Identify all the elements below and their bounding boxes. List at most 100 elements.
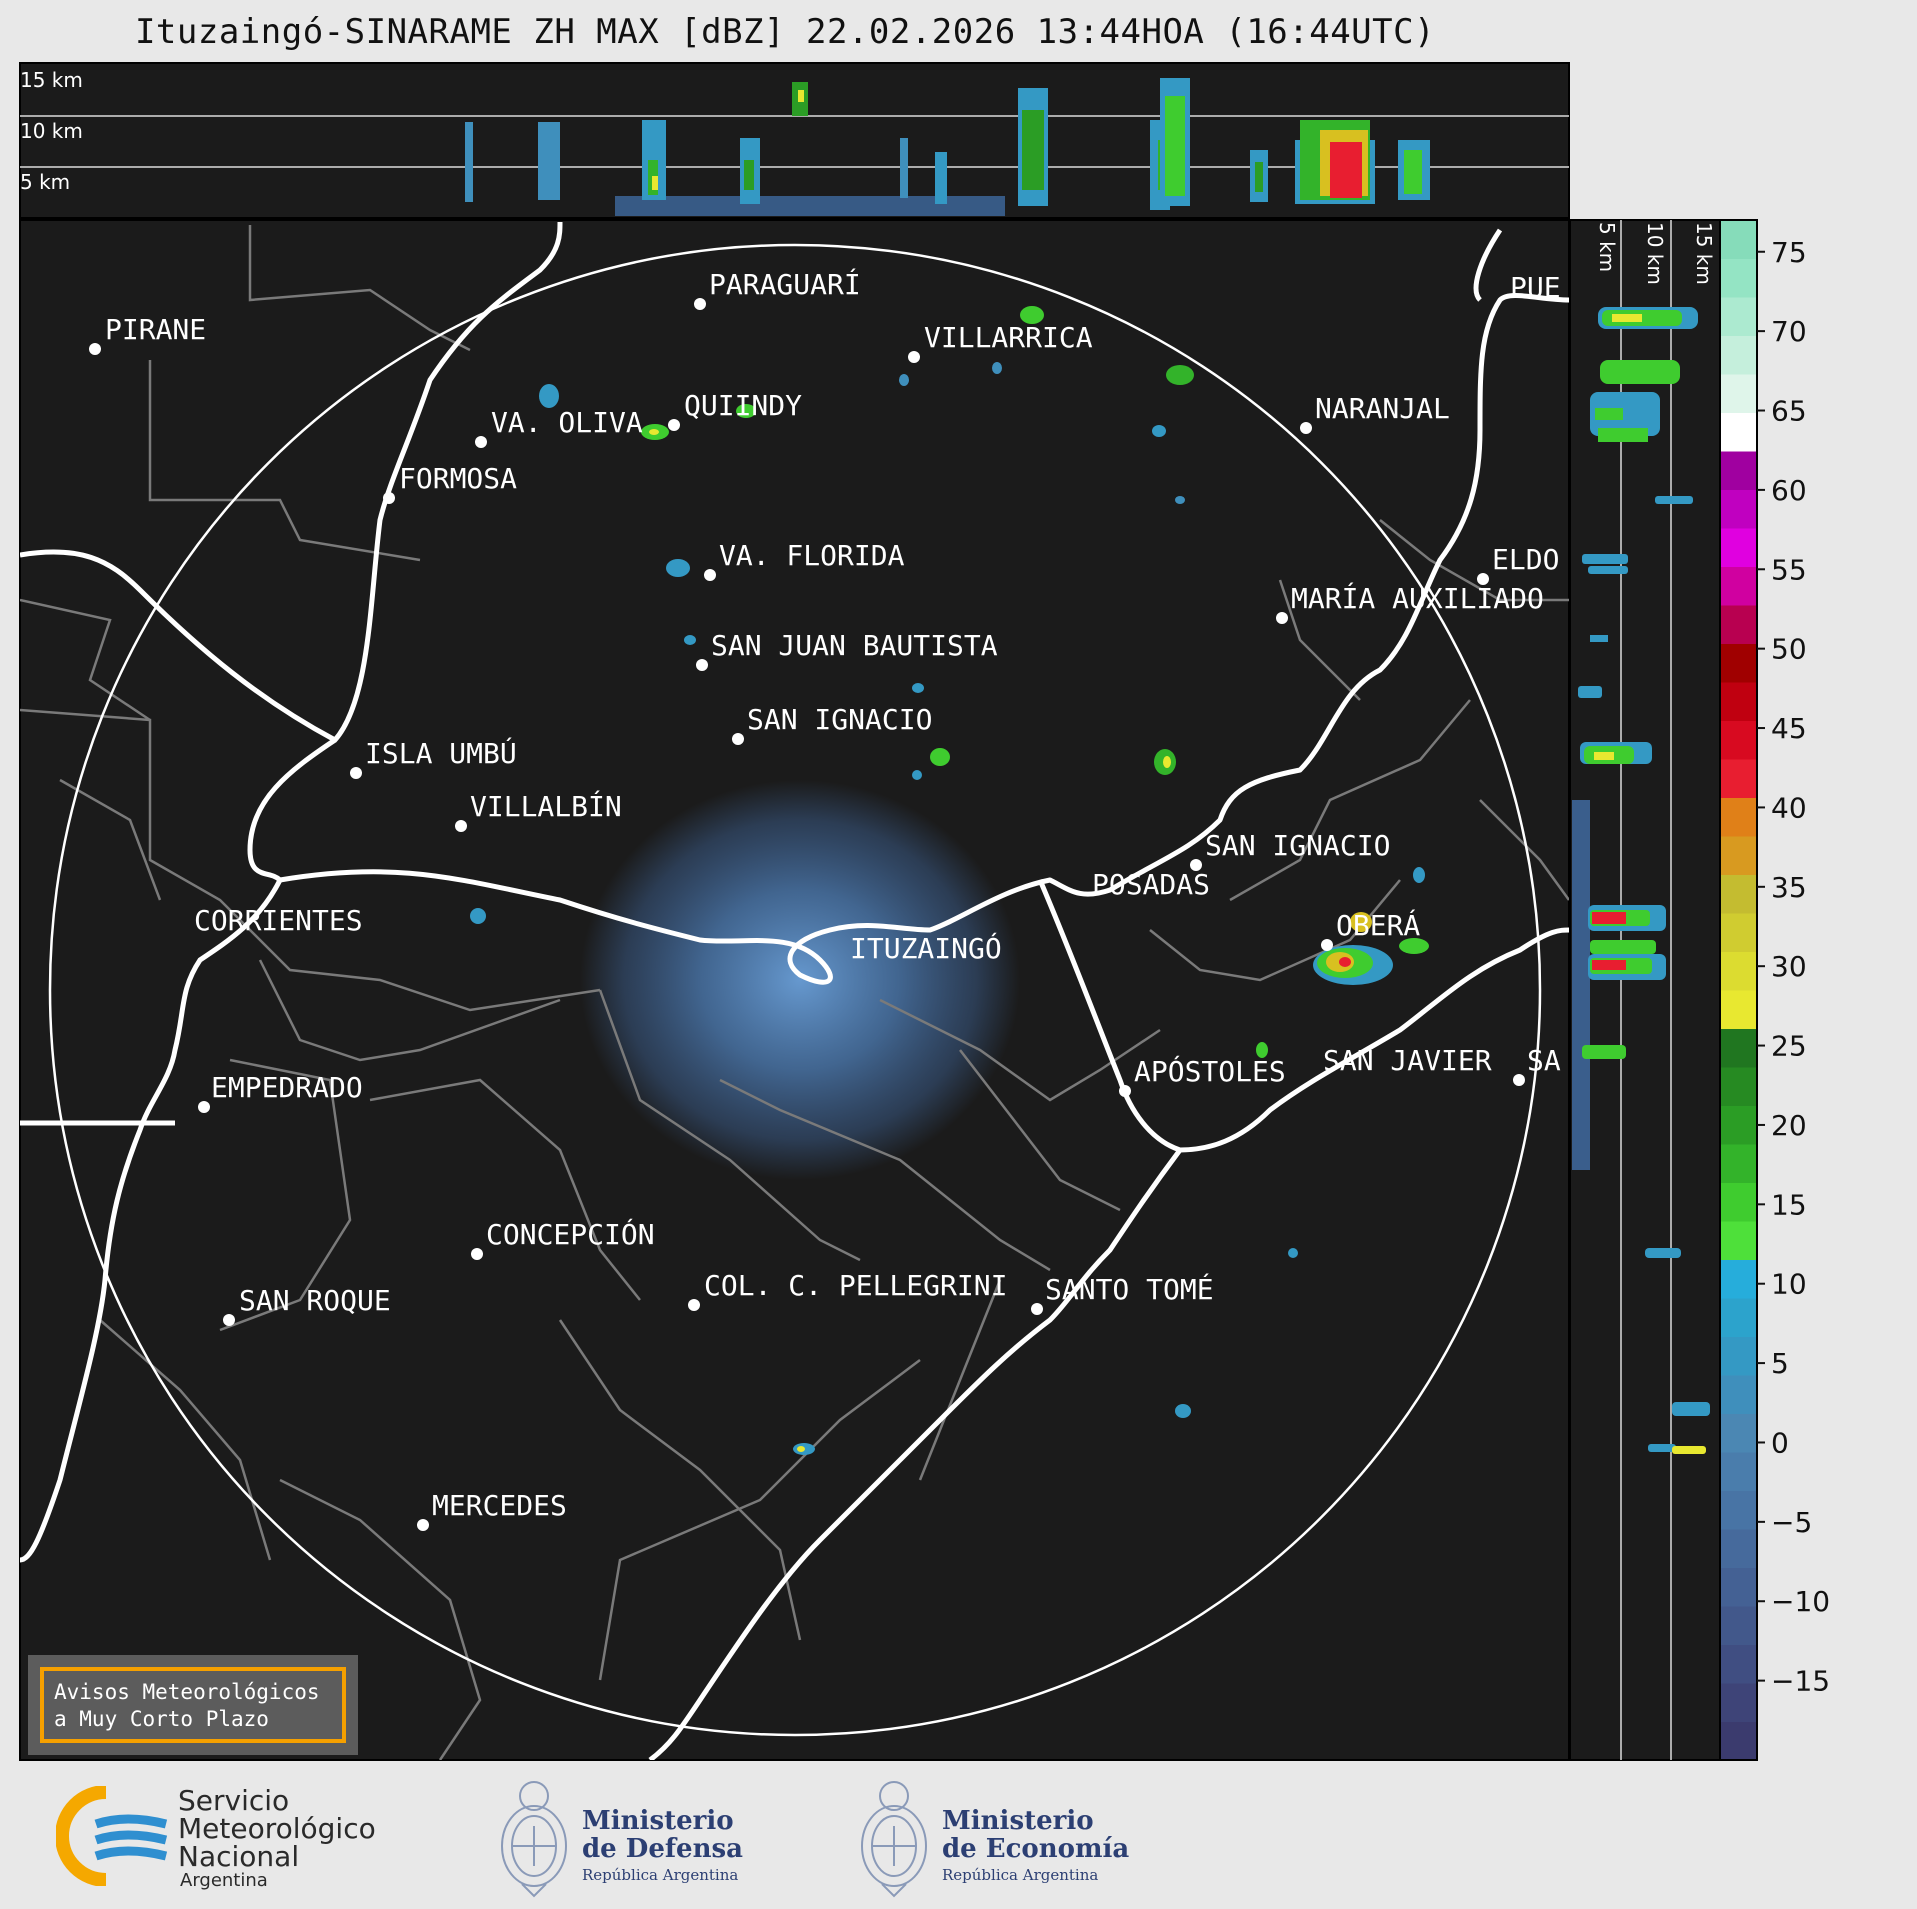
city-posadas[interactable]: POSADAS <box>1092 868 1210 901</box>
city-isla-umbu[interactable]: ISLA UMBÚ <box>350 736 517 779</box>
city-ituzaingo[interactable]: ITUZAINGÓ <box>850 931 1002 965</box>
city-col-c-pellegrini[interactable]: COL. C. PELLEGRINI <box>688 1269 1007 1311</box>
city-concepcion[interactable]: CONCEPCIÓN <box>471 1217 655 1260</box>
colorbar-segment <box>1720 1144 1757 1183</box>
alert-line-1: Avisos Meteorológicos <box>54 1680 320 1704</box>
defensa-line1: Ministerio <box>582 1806 734 1836</box>
city-label-quiindy: QUIINDY <box>684 389 802 422</box>
city-naranjal[interactable]: NARANJAL <box>1300 392 1450 434</box>
alt-label-5km-side: 5 km <box>1595 222 1619 272</box>
city-formosa[interactable]: FORMOSA <box>383 462 517 504</box>
smn-logo-icon <box>56 1786 176 1886</box>
colorbar-segment <box>1720 1259 1757 1299</box>
city-quiindy[interactable]: QUIINDY <box>668 389 802 431</box>
city-label-corrientes: CORRIENTES <box>194 904 363 937</box>
city-pirane[interactable]: PIRANE <box>89 313 206 355</box>
colorbar-segment <box>1720 1452 1757 1491</box>
city-label-san-javier: SAN JAVIER <box>1323 1044 1492 1077</box>
colorbar-segment <box>1720 682 1757 721</box>
colorbar-segment <box>1720 1375 1757 1414</box>
city-label-mercedes: MERCEDES <box>432 1489 567 1522</box>
city-va-oliva[interactable]: VA. OLIVA <box>475 406 643 448</box>
top-panel-echoes <box>465 78 1430 216</box>
colorbar-segment <box>1720 335 1757 375</box>
city-label-col-c-pellegrini: COL. C. PELLEGRINI <box>704 1269 1007 1302</box>
colorbar-segment <box>1720 1490 1757 1530</box>
smn-logo-line3: Nacional <box>178 1840 300 1873</box>
city-villalbin[interactable]: VILLALBÍN <box>455 789 622 832</box>
colorbar-segment <box>1720 1644 1757 1684</box>
colorbar-segment <box>1720 1683 1757 1722</box>
city-santo-tome[interactable]: SANTO TOMÉ <box>1031 1272 1214 1315</box>
city-maria-auxiliadora[interactable]: MARÍA AUXILIADO <box>1276 581 1544 624</box>
colorbar-segment <box>1720 1336 1757 1376</box>
colorbar-tick-label: 20 <box>1771 1109 1807 1142</box>
colorbar-tick-label: 45 <box>1771 712 1807 745</box>
city-mercedes[interactable]: MERCEDES <box>417 1489 567 1531</box>
range-ring <box>48 243 1542 1737</box>
alert-box[interactable]: Avisos Meteorológicos a Muy Corto Plazo <box>28 1655 358 1755</box>
map-title: Ituzaingó-SINARAME ZH MAX [dBZ] 22.02.20… <box>134 12 1436 52</box>
city-apostoles[interactable]: APÓSTOLES <box>1119 1054 1286 1097</box>
city-label-san-ignacio-ar: SAN IGNACIO <box>1205 829 1390 862</box>
colorbar-segment <box>1720 1529 1757 1568</box>
side-panel-echoes <box>1572 307 1710 1454</box>
city-san-ignacio-ar[interactable]: SAN IGNACIO <box>1190 829 1390 871</box>
colorbar-segment <box>1720 258 1757 298</box>
city-corrientes[interactable]: CORRIENTES <box>194 904 363 937</box>
city-label-formosa: FORMOSA <box>399 462 517 495</box>
city-va-florida[interactable]: VA. FLORIDA <box>704 539 905 581</box>
city-san-javier[interactable]: SAN JAVIER <box>1323 1044 1492 1077</box>
city-pue[interactable]: PUE <box>1510 271 1561 304</box>
colorbar-frame <box>1719 219 1758 1761</box>
colorbar-tick-label: 75 <box>1771 236 1807 269</box>
colorbar-segment <box>1720 451 1757 490</box>
colorbar-segment <box>1720 1221 1757 1260</box>
colorbar <box>1720 220 1757 1761</box>
city-san-ignacio-py[interactable]: SAN IGNACIO <box>732 703 932 745</box>
colorbar-tick-label: 0 <box>1771 1426 1789 1459</box>
city-label-ituzaingo: ITUZAINGÓ <box>850 931 1002 965</box>
city-san-juan-bautista[interactable]: SAN JUAN BAUTISTA <box>696 629 998 671</box>
city-label-concepcion: CONCEPCIÓN <box>486 1217 655 1251</box>
smn-logo-line1: Servicio <box>178 1784 290 1817</box>
colorbar-segment <box>1720 605 1757 644</box>
footer: Servicio Meteorológico Nacional Argentin… <box>0 1762 1917 1909</box>
city-label-san-ignacio-py: SAN IGNACIO <box>747 703 932 736</box>
city-label-apostoles: APÓSTOLES <box>1134 1054 1286 1088</box>
colorbar-segment <box>1720 297 1757 336</box>
city-obera[interactable]: OBERÁ <box>1321 908 1420 951</box>
city-label-va-oliva: VA. OLIVA <box>491 406 643 439</box>
alert-line-2: a Muy Corto Plazo <box>54 1707 269 1731</box>
smn-logo-line2: Meteorológico <box>178 1812 376 1845</box>
colorbar-segment <box>1720 220 1757 259</box>
ground-clutter <box>580 780 1020 1180</box>
colorbar-segment <box>1720 874 1757 914</box>
colorbar-tick-label: 10 <box>1771 1268 1807 1301</box>
colorbar-segment <box>1720 951 1757 991</box>
colorbar-segment <box>1720 990 1757 1029</box>
city-eldo[interactable]: ELDO <box>1477 543 1559 585</box>
city-paraguari[interactable]: PARAGUARÍ <box>694 267 861 310</box>
city-san-roque[interactable]: SAN ROQUE <box>223 1284 391 1326</box>
city-label-villalbin: VILLALBÍN <box>470 789 622 823</box>
colorbar-tick-label: 25 <box>1771 1030 1807 1063</box>
colorbar-segment <box>1720 489 1757 529</box>
colorbar-segment <box>1720 836 1757 875</box>
economia-line2: de Economía <box>942 1834 1130 1864</box>
city-label-eldo: ELDO <box>1492 543 1559 576</box>
colorbar-tick-label: 70 <box>1771 315 1807 348</box>
colorbar-segment <box>1720 374 1757 413</box>
city-label-villarrica: VILLARRICA <box>924 321 1093 354</box>
city-empedrado[interactable]: EMPEDRADO <box>198 1071 363 1113</box>
colorbar-segment <box>1720 1606 1757 1645</box>
city-villarrica[interactable]: VILLARRICA <box>908 321 1093 363</box>
city-label-maria-auxiliadora: MARÍA AUXILIADO <box>1291 581 1544 615</box>
city-label-sa: SA <box>1527 1044 1561 1077</box>
alt-label-10km-side: 10 km <box>1643 222 1667 285</box>
city-label-isla-umbu: ISLA UMBÚ <box>365 736 517 770</box>
admin-boundaries <box>20 225 1569 1760</box>
economia-line3: República Argentina <box>942 1866 1099 1884</box>
city-sa[interactable]: SA <box>1513 1044 1561 1086</box>
